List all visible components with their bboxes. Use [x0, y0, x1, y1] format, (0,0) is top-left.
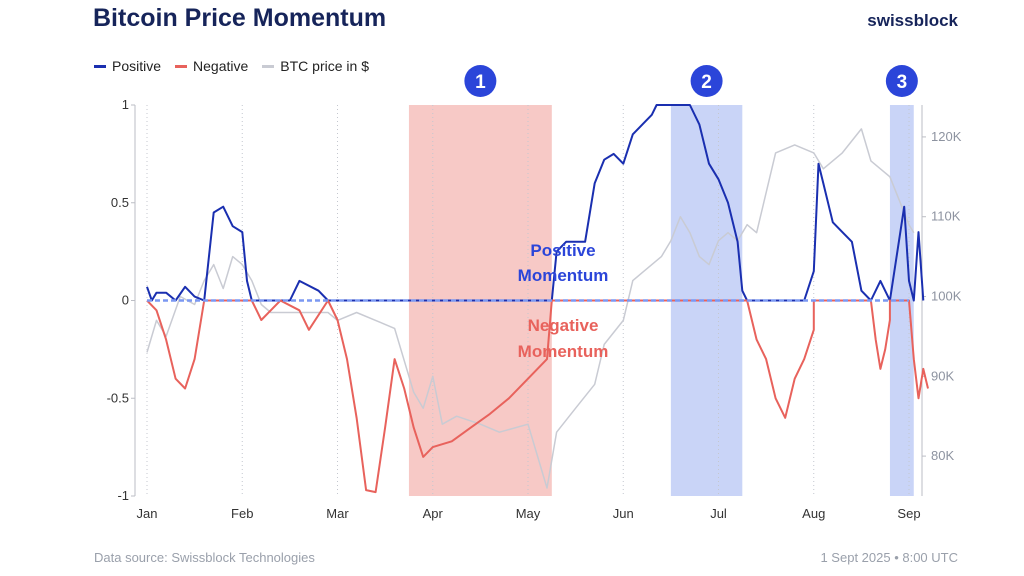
series-line-positive — [146, 104, 925, 302]
legend-label-negative: Negative — [193, 58, 249, 74]
legend-label-positive: Positive — [112, 58, 162, 74]
y-right-tick-label: 100K — [931, 289, 962, 304]
y-right-tick-label: 110K — [931, 209, 961, 224]
series-line-negative — [146, 299, 929, 494]
x-tick-label-jan: Jan — [137, 506, 158, 521]
x-tick-label-jun: Jun — [613, 506, 634, 521]
legend-swatch-btc-price — [262, 64, 275, 68]
legend-item-btc-price: BTC price in $ — [262, 58, 369, 74]
y-left-tick-label: 0.5 — [111, 195, 129, 210]
legend: Positive Negative BTC price in $ — [94, 58, 369, 74]
y-left-tick-label: -1 — [117, 488, 129, 503]
legend-label-btc-price: BTC price in $ — [280, 58, 369, 74]
positive-momentum-label-1: Positive — [530, 241, 595, 260]
data-source: Data source: Swissblock Technologies — [94, 550, 315, 565]
y-right-tick-label: 120K — [931, 129, 962, 144]
badge-1 — [464, 65, 497, 97]
y-right-tick-label: 90K — [931, 368, 954, 383]
legend-item-negative: Negative — [175, 58, 248, 74]
badge-label-1: 1 — [475, 72, 486, 93]
x-tick-label-may: May — [516, 506, 541, 521]
legend-swatch-negative — [175, 64, 188, 68]
badge-label-3: 3 — [897, 72, 908, 93]
legend-swatch-positive — [94, 64, 106, 68]
x-tick-label-mar: Mar — [326, 506, 349, 521]
timestamp: 1 Sept 2025 • 8:00 UTC — [820, 550, 958, 565]
y-left-tick-label: 1 — [122, 97, 129, 112]
positive-momentum-label-2: Momentum — [518, 266, 609, 285]
x-tick-label-apr: Apr — [423, 506, 444, 521]
y-left-tick-label: 0 — [122, 293, 129, 308]
negative-momentum-label-1: Negative — [528, 316, 599, 335]
x-tick-label-sep: Sep — [897, 506, 920, 521]
x-tick-label-jul: Jul — [710, 506, 727, 521]
badge-3 — [885, 65, 918, 97]
badge-label-2: 2 — [701, 72, 712, 93]
badge-2 — [690, 65, 723, 97]
x-tick-label-aug: Aug — [802, 506, 825, 521]
brand-logo: swissblock — [867, 11, 958, 30]
y-right-tick-label: 80K — [931, 448, 954, 463]
y-left-tick-label: -0.5 — [107, 390, 129, 405]
legend-item-positive: Positive — [94, 58, 161, 74]
negative-momentum-label-2: Momentum — [518, 342, 609, 361]
chart-title: Bitcoin Price Momentum — [93, 4, 387, 32]
x-tick-label-feb: Feb — [231, 506, 253, 521]
